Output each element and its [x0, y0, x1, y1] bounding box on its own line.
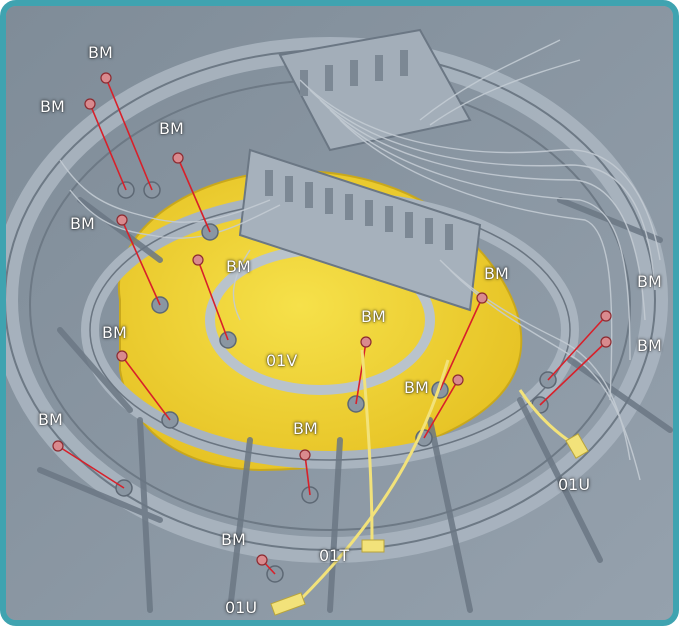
label-bm: BM — [221, 530, 246, 549]
label-bm: BM — [102, 323, 127, 342]
label-bm: BM — [226, 257, 251, 276]
screw-heads — [52, 72, 612, 566]
label-01u: 01U — [558, 475, 591, 494]
label-bm: BM — [484, 264, 509, 283]
label-bm: BM — [70, 214, 95, 233]
connector-plugs — [270, 433, 589, 616]
label-bm: BM — [88, 43, 113, 62]
connector-block — [238, 28, 482, 312]
label-bm: BM — [637, 272, 662, 291]
fastener-lines — [57, 77, 607, 575]
label-bm: BM — [361, 307, 386, 326]
label-01t: 01T — [319, 546, 350, 565]
label-bm: BM — [40, 97, 65, 116]
label-bm: BM — [404, 378, 429, 397]
label-01v: 01V — [266, 351, 298, 370]
label-bm: BM — [637, 336, 662, 355]
label-bm: BM — [159, 119, 184, 138]
assembly-illustration — [6, 6, 673, 620]
label-01u: 01U — [225, 598, 258, 617]
radial-ribs — [37, 197, 673, 613]
label-bm: BM — [38, 410, 63, 429]
label-bm: BM — [293, 419, 318, 438]
